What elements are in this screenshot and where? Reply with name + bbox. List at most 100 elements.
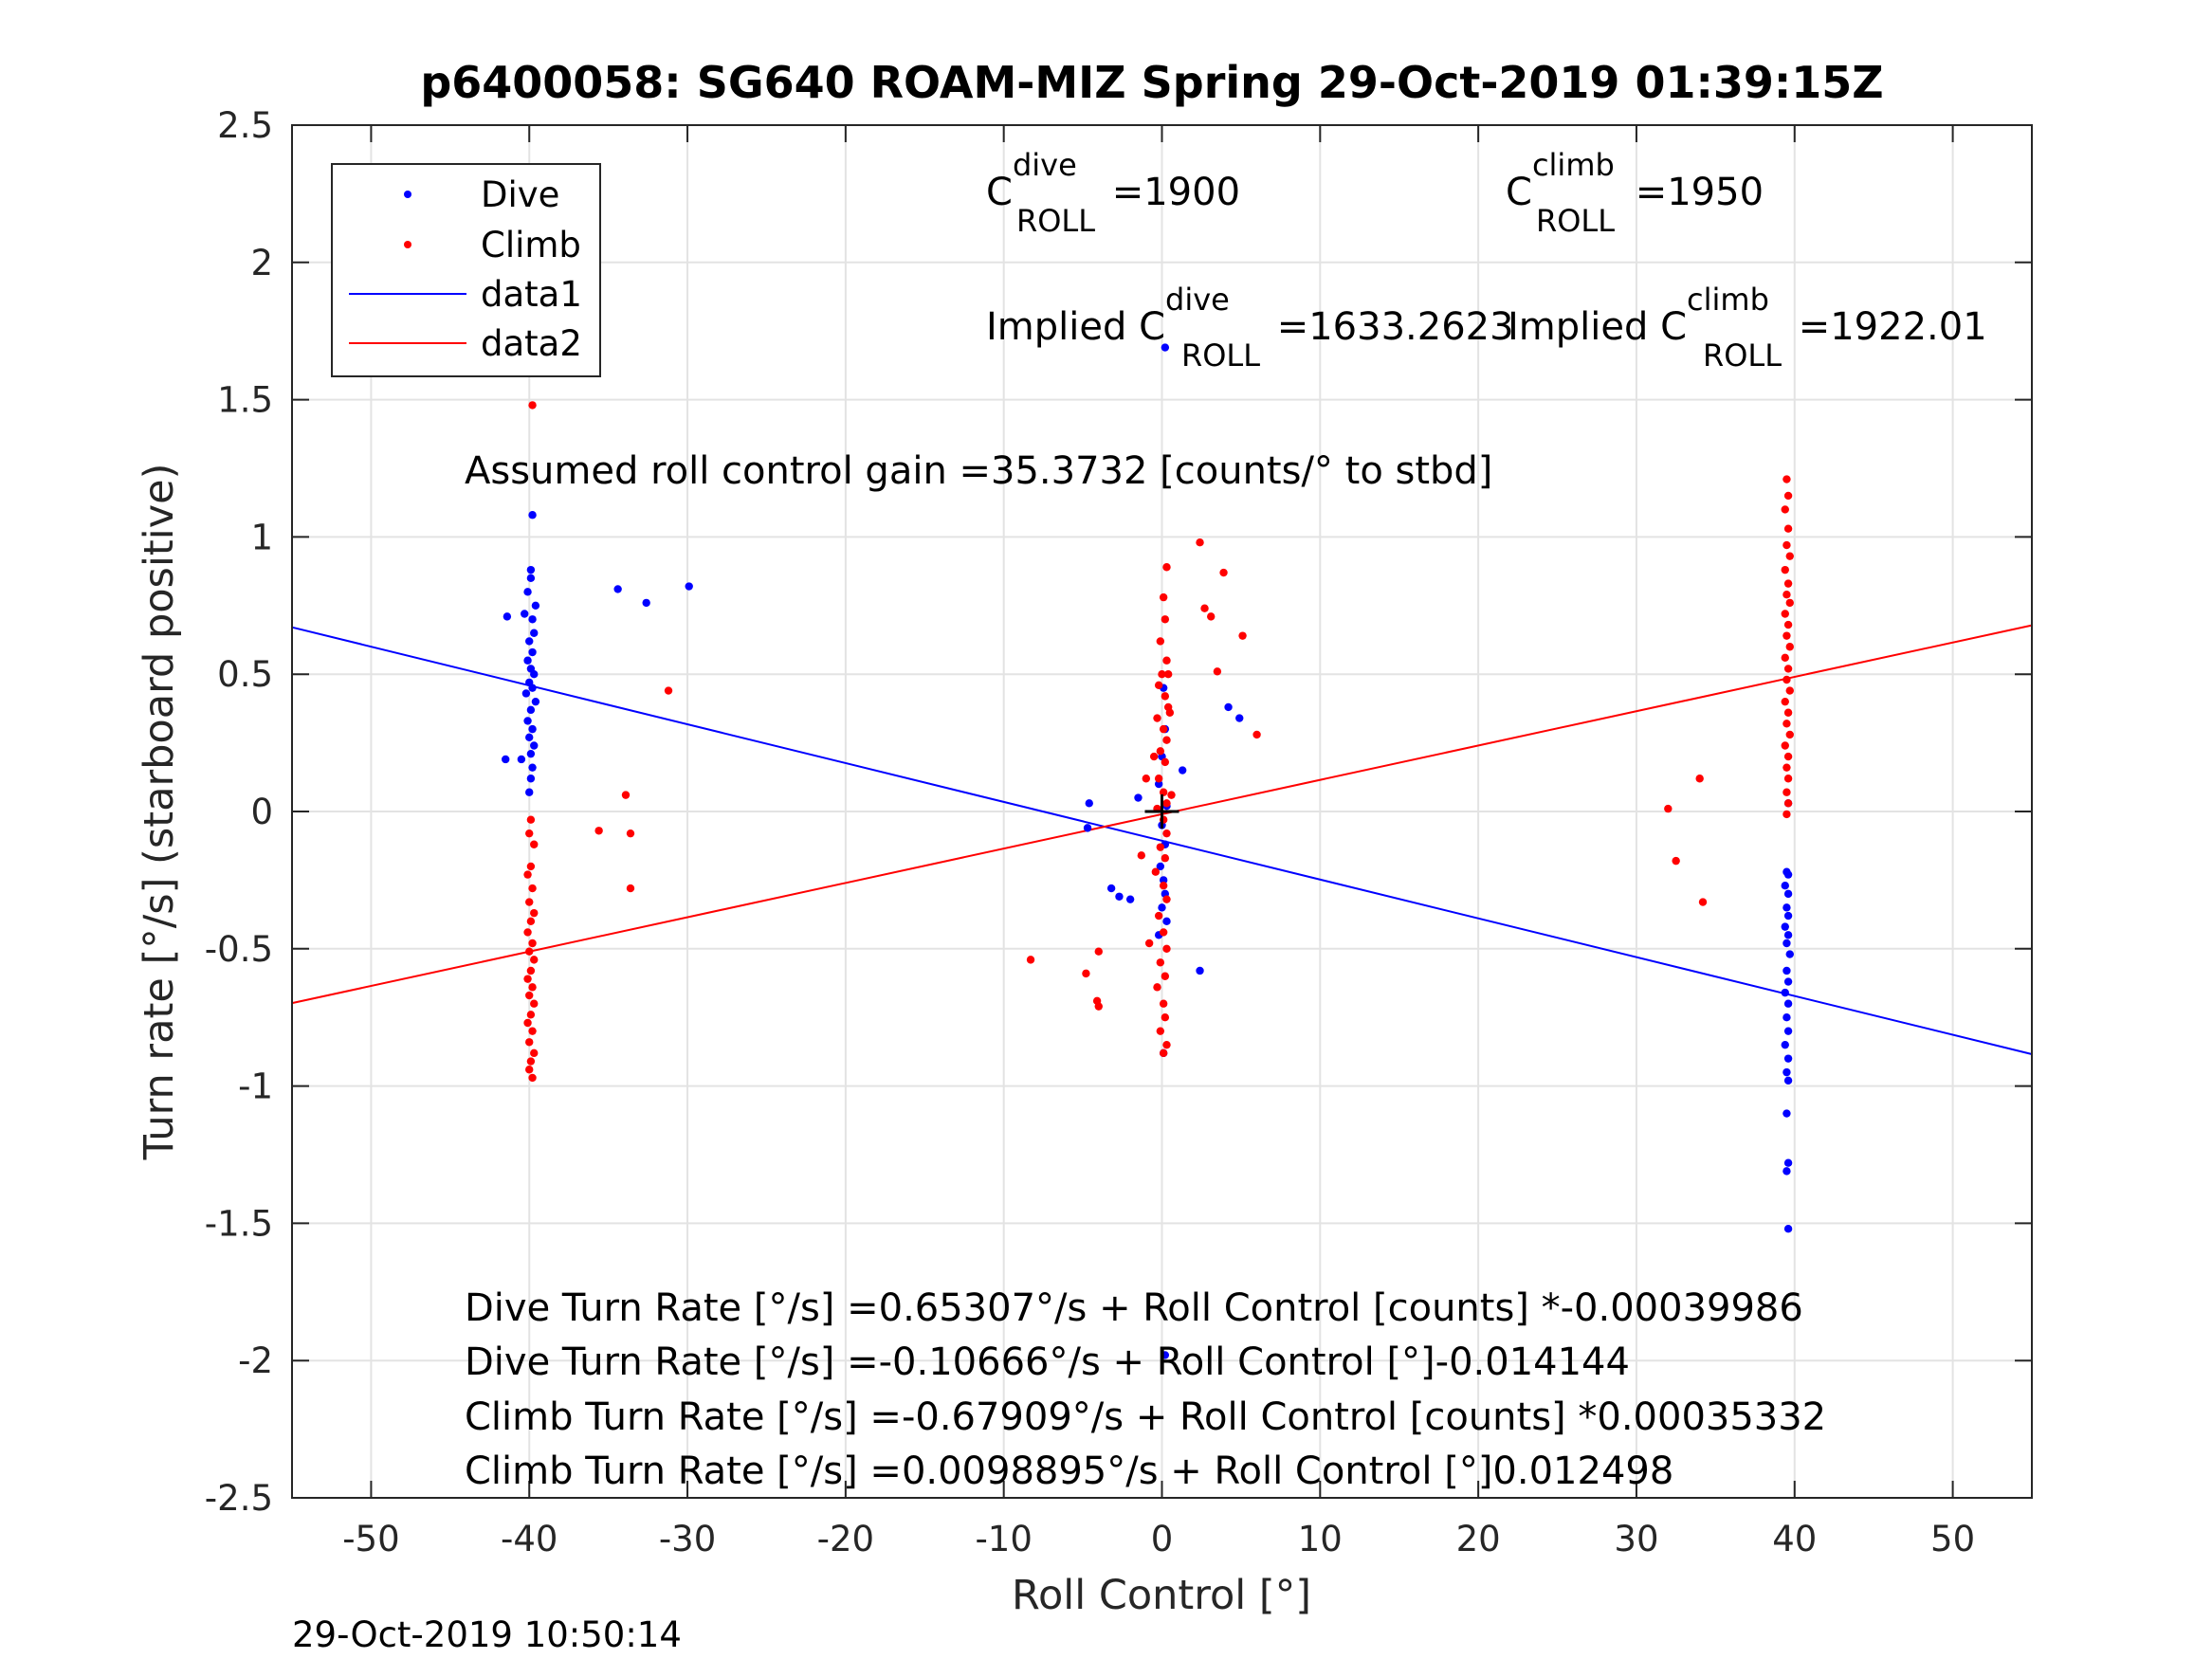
climb-point <box>528 939 537 948</box>
dive-point <box>1196 966 1204 975</box>
climb-point <box>1159 928 1168 937</box>
legend: Dive Climb data1 data2 <box>331 163 601 377</box>
climb-point <box>1781 741 1789 750</box>
climb-point <box>1782 788 1791 796</box>
y-tick-label: 2.5 <box>217 105 273 146</box>
dive-point <box>1783 1158 1793 1167</box>
climb-point <box>1162 829 1171 838</box>
climb-point <box>594 827 603 835</box>
climb-point <box>523 928 532 937</box>
climb-point <box>1781 565 1789 574</box>
climb-point <box>1156 1027 1165 1035</box>
dive-point <box>528 684 537 692</box>
dive-point <box>1781 881 1789 890</box>
dive-point <box>531 697 540 706</box>
climb-point <box>526 1011 536 1019</box>
dive-point <box>1085 799 1093 808</box>
x-tick-label: -50 <box>342 1519 399 1559</box>
climb-point <box>1161 1013 1170 1022</box>
y-tick-label: 0 <box>250 792 273 832</box>
climb-point <box>1161 854 1170 863</box>
climb-point <box>1159 1048 1168 1058</box>
dive-point <box>525 637 534 646</box>
climb-point <box>1664 804 1673 813</box>
climb-point <box>530 908 539 918</box>
x-tick-label: 20 <box>1456 1519 1501 1559</box>
dive-point <box>685 582 693 591</box>
c-climb-sub: ROLL <box>1536 203 1615 239</box>
climb-point <box>1094 947 1103 956</box>
implied-climb-sup: climb <box>1687 282 1769 318</box>
y-tick-label: 2 <box>250 243 273 283</box>
equation-climb-degrees: Climb Turn Rate [°/s] =0.0098895°/s + Ro… <box>465 1449 1673 1493</box>
climb-point <box>1782 540 1791 550</box>
climb-point <box>528 1027 537 1035</box>
dive-point <box>526 749 536 758</box>
legend-dive-label: Dive <box>481 174 559 215</box>
climb-point <box>1167 791 1176 799</box>
dive-point <box>531 601 540 610</box>
dive-point <box>1159 876 1168 884</box>
dive-point <box>1783 911 1793 921</box>
dive-point <box>530 670 539 679</box>
climb-point <box>1162 895 1171 903</box>
climb-point <box>1781 697 1789 706</box>
climb-point <box>1156 958 1165 967</box>
climb-point <box>525 991 534 1000</box>
dive-point <box>521 610 529 618</box>
dive-point <box>1783 999 1793 1008</box>
c-dive-sup: dive <box>1013 147 1077 183</box>
climb-point <box>1781 610 1789 618</box>
x-axis-label: Roll Control [°] <box>1012 1572 1311 1619</box>
climb-point <box>1695 775 1704 783</box>
climb-point <box>530 1048 539 1058</box>
dive-point <box>1178 766 1187 775</box>
dive-point <box>1154 779 1163 789</box>
climb-point <box>1161 972 1170 980</box>
legend-climb-label: Climb <box>481 225 581 265</box>
y-tick-label: -1.5 <box>205 1203 273 1244</box>
dive-point <box>1782 939 1791 948</box>
c-dive-sub: ROLL <box>1016 203 1095 239</box>
legend-climb-marker <box>404 241 411 248</box>
dive-point <box>526 574 536 583</box>
fit-line-data1 <box>291 626 2033 1055</box>
dive-point <box>1782 1167 1791 1176</box>
c-climb-base: C <box>1506 171 1532 214</box>
tick-marks <box>292 124 2032 1499</box>
dive-point <box>525 733 534 742</box>
climb-point <box>1783 524 1793 533</box>
climb-point <box>1252 730 1261 739</box>
climb-point <box>526 966 536 975</box>
dive-point <box>1162 917 1171 926</box>
climb-point <box>528 1073 537 1083</box>
dive-point <box>523 656 532 665</box>
dive-point <box>1783 889 1793 899</box>
implied-climb-value: =1922.01 <box>1786 305 1987 349</box>
c-dive-annotation: Cdive ROLL =1900 <box>986 147 1240 239</box>
climb-point <box>1783 579 1793 588</box>
dive-point <box>1785 950 1794 958</box>
climb-point <box>1161 615 1170 624</box>
dive-point <box>1161 1351 1170 1359</box>
climb-point <box>525 947 534 956</box>
implied-dive-sup: dive <box>1165 282 1230 318</box>
climb-point <box>1238 631 1247 640</box>
x-tick-label: 10 <box>1298 1519 1343 1559</box>
climb-point <box>1783 752 1793 761</box>
dive-point <box>1781 1040 1789 1049</box>
x-tick-labels: -50 -40 -30 -20 -10 0 10 20 30 40 50 <box>342 1519 1975 1559</box>
climb-point <box>1165 708 1175 717</box>
climb-point <box>1781 653 1789 663</box>
dive-point <box>1782 1013 1791 1022</box>
dive-point <box>530 629 539 637</box>
origin-marker <box>1144 794 1179 829</box>
climb-point <box>1162 656 1171 665</box>
implied-climb-prefix: Implied C <box>1508 305 1687 349</box>
equation-dive-counts: Dive Turn Rate [°/s] =0.65307°/s + Roll … <box>465 1286 1803 1330</box>
dive-point <box>1781 922 1789 931</box>
dive-point <box>523 717 532 725</box>
climb-point <box>1785 552 1794 560</box>
x-tick-label: -40 <box>501 1519 558 1559</box>
climb-point <box>523 870 532 879</box>
